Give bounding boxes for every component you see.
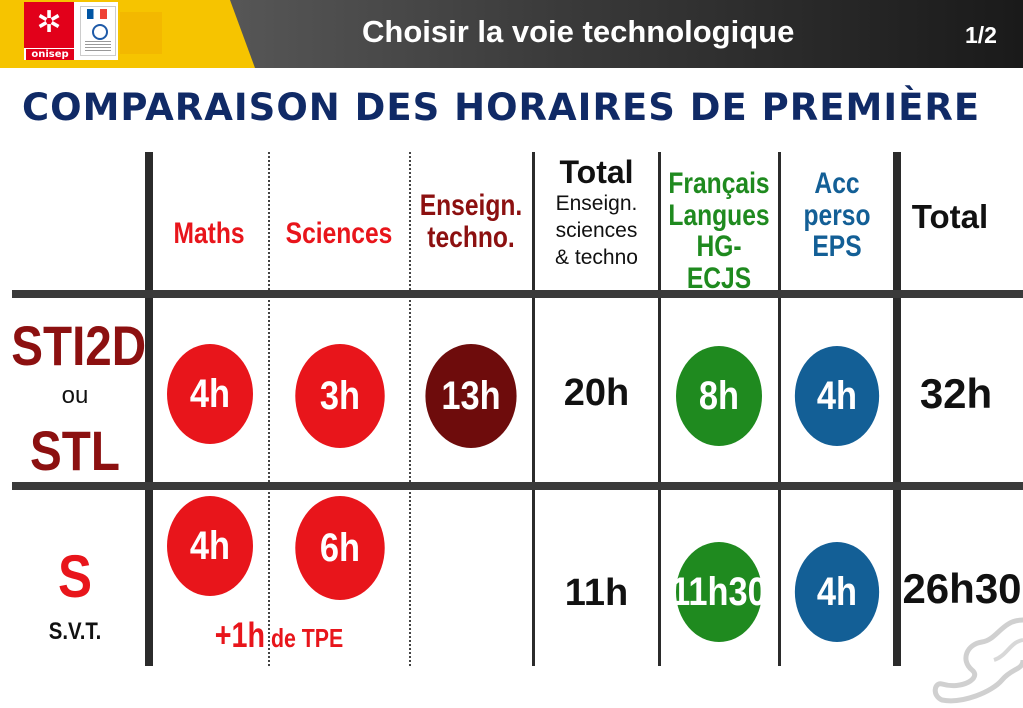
french-flag-icon <box>87 9 107 19</box>
col-header-enseign-techno: Enseign. techno. <box>419 189 523 254</box>
col-header-total-sub2: sciences <box>555 218 638 242</box>
divider-h-2 <box>12 482 1023 490</box>
col-header-acc: Acc perso EPS <box>791 168 883 263</box>
row-label-stl: STL <box>30 419 120 482</box>
divider-v-right <box>893 152 901 666</box>
sti2d-maths-hours: 4h <box>167 344 253 444</box>
col-header-total-sciences: Total Enseign. sciences & techno <box>535 154 658 271</box>
ministry-text-lines <box>85 41 111 51</box>
sti2d-acc-hours: 4h <box>794 346 880 446</box>
divider-v-3 <box>658 152 661 666</box>
logo-text: onisep <box>26 49 74 60</box>
s-sciences-hours: 6h <box>295 496 385 600</box>
row-label-svt: S.V.T. <box>48 618 102 645</box>
col-header-total-sub3: & techno <box>555 246 638 270</box>
page-title: COMPARAISON DES HORAIRES DE PREMIÈRE <box>22 86 981 129</box>
divider-v-left <box>145 152 153 666</box>
s-total: 26h30 <box>902 565 1022 612</box>
row-label-sti2d: STI2D <box>11 314 147 377</box>
col-header-total: Total <box>911 198 989 235</box>
col-header-enseign-line2: techno. <box>427 220 515 254</box>
col-header-total-title: Total <box>559 154 634 190</box>
col-header-acc-line3: EPS <box>812 230 862 263</box>
sti2d-techno-hours: 13h <box>425 344 517 448</box>
divider-v-2 <box>532 152 535 666</box>
decorative-corner-icon <box>932 617 1023 704</box>
col-header-francais: Français Langues HG-ECJS <box>667 168 772 294</box>
header-title: Choisir la voie technologique <box>362 14 795 49</box>
col-header-acc-line1: Acc <box>814 167 860 200</box>
s-maths-hours: 4h <box>167 496 253 596</box>
s-tpe-label: de TPE <box>265 623 344 653</box>
page-number: 1/2 <box>965 22 997 48</box>
s-francais-hours: 11h30 <box>671 542 767 642</box>
sti2d-francais-hours: 8h <box>676 346 762 446</box>
header-accent <box>120 12 162 54</box>
col-header-francais-line2: Langues <box>668 198 770 232</box>
divider-v-dotted-1 <box>268 152 270 666</box>
onisep-logo: ✲ onisep <box>24 2 118 60</box>
s-acc-hours: 4h <box>794 542 880 642</box>
logo-red-block <box>24 2 74 48</box>
s-tpe-hours: +1h <box>214 616 266 655</box>
col-header-total-sub1: Enseign. <box>555 191 638 215</box>
col-header-francais-line3: HG-ECJS <box>686 230 752 295</box>
ministry-logo <box>80 6 116 56</box>
divider-h-1 <box>12 290 1023 298</box>
col-header-maths: Maths <box>173 217 245 250</box>
row-label-or: ou <box>61 382 89 409</box>
divider-v-4 <box>778 152 781 666</box>
sti2d-total-sciences: 20h <box>563 372 630 414</box>
col-header-enseign-line1: Enseign. <box>419 189 523 222</box>
seal-icon <box>92 24 108 40</box>
row-label-s: S <box>57 543 93 610</box>
s-tpe-note: +1h de TPE <box>173 616 385 656</box>
divider-v-dotted-2 <box>409 152 411 666</box>
s-total-sciences: 11h <box>564 572 629 614</box>
col-header-acc-line2: perso <box>803 198 871 232</box>
col-header-sciences: Sciences <box>285 217 393 250</box>
sti2d-total: 32h <box>919 370 993 417</box>
sti2d-sciences-hours: 3h <box>295 344 385 448</box>
header-bar: ✲ onisep Choisir la voie technologique 1… <box>0 0 1023 68</box>
logo-star-icon: ✲ <box>36 5 62 40</box>
col-header-francais-line1: Français <box>668 167 770 200</box>
